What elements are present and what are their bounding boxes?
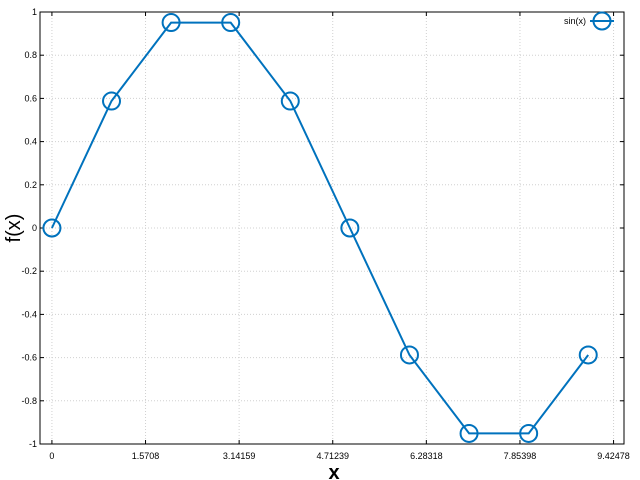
data-point-3 [221, 13, 241, 33]
y-tick-label-5: 0 [32, 223, 37, 233]
legend-marker-sample [592, 11, 612, 31]
data-point-9 [578, 345, 598, 365]
x-tick-label-4: 6.28318 [410, 451, 443, 461]
grid [40, 11, 624, 445]
data-point-7 [459, 423, 479, 443]
y-tick-label-6: 0.2 [24, 180, 37, 190]
data-point-8 [519, 423, 539, 443]
data-point-4 [280, 91, 300, 111]
legend: sin(x) [564, 11, 614, 31]
y-tick-label-2: -0.6 [21, 353, 37, 363]
data-point-1 [102, 91, 122, 111]
data-point-6 [399, 345, 419, 365]
series-line-0 [50, 21, 589, 435]
data-point-0 [42, 218, 62, 238]
y-tick-label-3: -0.4 [21, 309, 37, 319]
x-tick-label-6: 9.42478 [597, 451, 630, 461]
x-tick-label-0: 0 [49, 451, 54, 461]
x-tick-label-5: 7.85398 [504, 451, 537, 461]
series [42, 13, 598, 443]
y-tick-label-7: 0.4 [24, 137, 37, 147]
y-tick-label-0: -1 [29, 439, 37, 449]
y-tick-label-8: 0.6 [24, 93, 37, 103]
ticks: 0 1.5708 3.14159 4.71239 6.28318 7.85398 9.424… [21, 7, 629, 461]
legend-label: sin(x) [564, 16, 586, 26]
y-axis-label: f(x) [3, 214, 25, 243]
y-tick-label-10: 1 [32, 7, 37, 17]
x-tick-label-2: 3.14159 [223, 451, 256, 461]
x-tick-label-1: 1.5708 [132, 451, 160, 461]
x-axis-label: x [328, 462, 339, 480]
x-tick-label-3: 4.71239 [316, 451, 349, 461]
y-tick-label-1: -0.8 [21, 396, 37, 406]
data-point-5 [340, 218, 360, 238]
data-point-2 [161, 13, 181, 33]
y-tick-label-4: -0.2 [21, 266, 37, 276]
y-tick-label-9: 0.8 [24, 50, 37, 60]
